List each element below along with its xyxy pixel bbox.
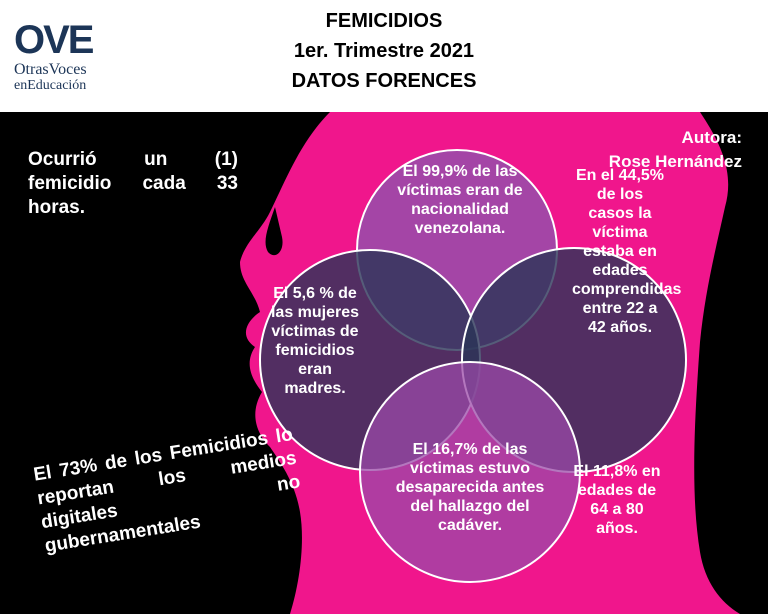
- venn-right-text: En el 44,5% de los casos la víctima esta…: [572, 167, 682, 336]
- header: OVE OtrasVoces enEducación FEMICIDIOS 1e…: [0, 0, 768, 112]
- title-line: 1er. Trimestre 2021: [293, 40, 475, 62]
- venn-bottom-text: El 16,7% de las víctimas estuvo desapare…: [395, 441, 545, 534]
- logo-mark: OVE: [14, 18, 94, 62]
- author-name: Rose Hernández: [608, 152, 742, 171]
- title-line: DATOS FORENCES: [291, 70, 477, 92]
- page-title: FEMICIDIOS 1er. Trimestre 2021 DATOS FOR…: [0, 6, 768, 96]
- logo: OVE OtrasVoces enEducación: [12, 18, 112, 98]
- title-line: FEMICIDIOS: [325, 10, 443, 32]
- infographic: Autora: Rose Hernández Ocurrió un (1) fe…: [0, 112, 768, 614]
- logo-line1: OtrasVoces: [14, 61, 87, 78]
- venn-top-text: El 99,9% de las víctimas eran de naciona…: [397, 163, 523, 237]
- logo-line2: enEducación: [14, 78, 87, 93]
- venn-bottom: [359, 361, 581, 583]
- author: Autora: Rose Hernández: [609, 126, 742, 174]
- left-note: Ocurrió un (1) femicidio cada 33 horas.: [28, 149, 238, 218]
- right-extra-text: El 11,8% en edades de 64 a 80 años.: [573, 463, 661, 537]
- silhouette-and-venn: [240, 112, 740, 614]
- venn-left-text: El 5,6 % de las mujeres víctimas de femi…: [270, 285, 360, 397]
- author-label: Autora:: [681, 128, 742, 147]
- teardrop: [265, 207, 283, 256]
